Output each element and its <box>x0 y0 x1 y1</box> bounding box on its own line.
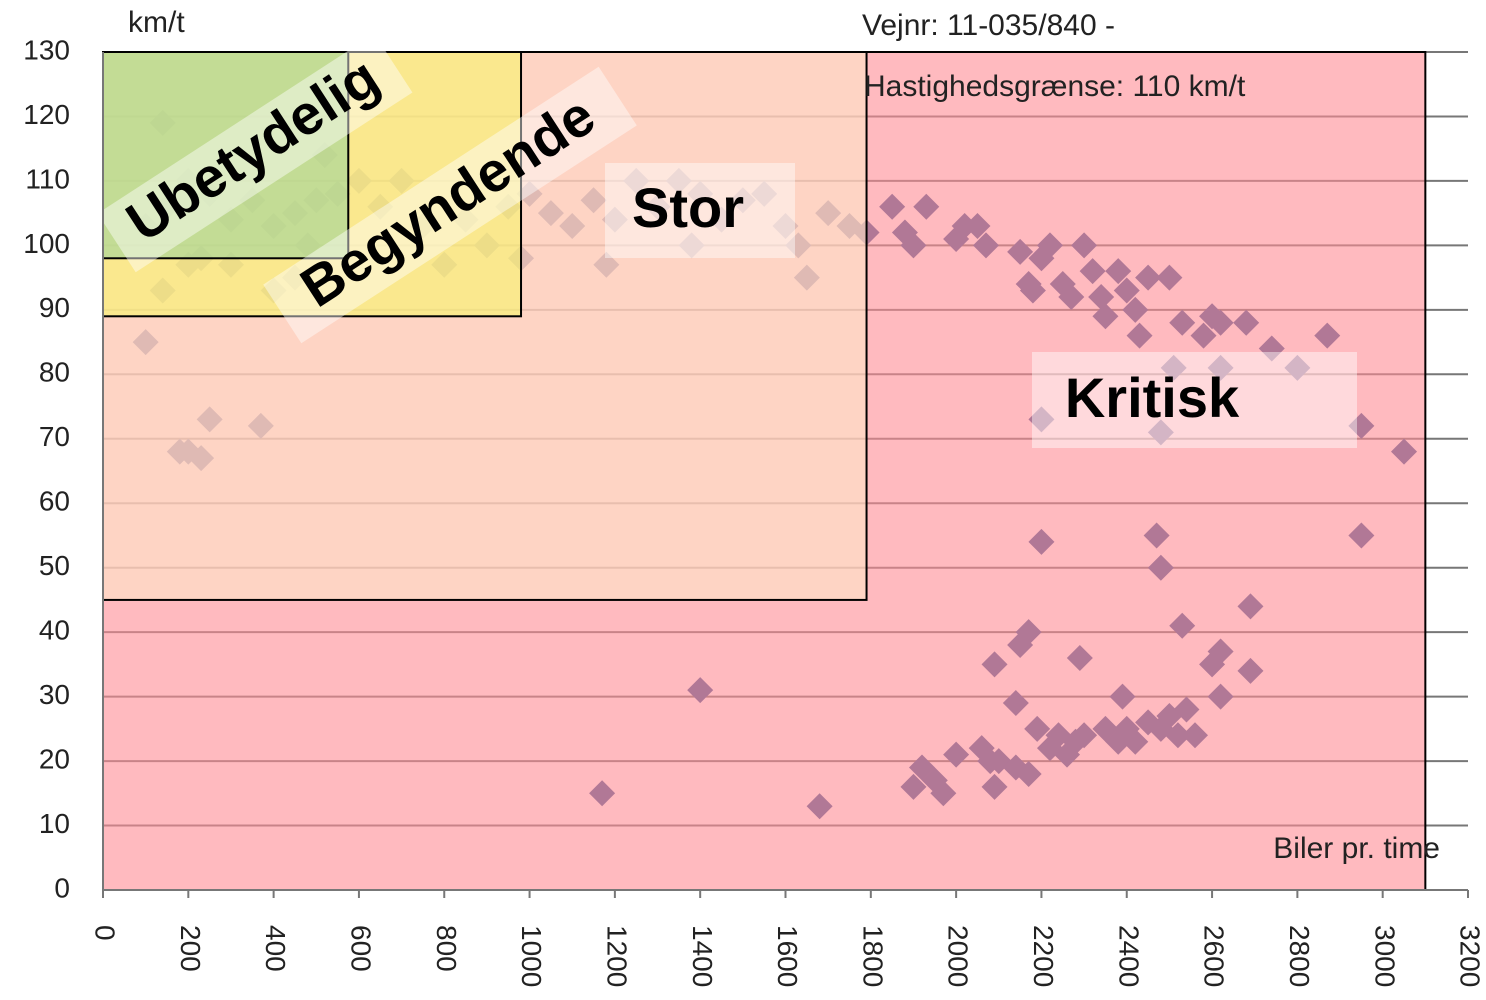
y-tick-label: 60 <box>39 486 70 517</box>
y-tick-label: 30 <box>39 679 70 710</box>
x-tick-label: 1600 <box>772 925 803 987</box>
x-tick-label: 600 <box>346 925 377 972</box>
zones <box>102 51 1427 891</box>
x-tick-label: 0 <box>90 925 121 941</box>
chart-title: Vejnr: 11-035/840 - <box>862 9 1115 42</box>
y-axis-label: km/t <box>128 6 185 39</box>
label-band <box>263 66 637 344</box>
label-band <box>605 163 795 258</box>
x-axis-label: Biler pr. time <box>1273 832 1440 865</box>
x-tick-label: 800 <box>431 925 462 972</box>
x-tick-label: 3200 <box>1455 925 1486 987</box>
x-tick-label: 2800 <box>1284 925 1315 987</box>
x-tick-label: 1000 <box>516 925 547 987</box>
x-tick-label: 2400 <box>1113 925 1144 987</box>
x-tick-label: 3000 <box>1369 925 1400 987</box>
annotation: Hastighedsgrænse: 110 km/t <box>864 70 1246 103</box>
label-band <box>1032 352 1357 448</box>
x-tick-label: 1400 <box>687 925 718 987</box>
y-tick-label: 40 <box>39 615 70 646</box>
axes: 0 10 20 30 40 50 60 70 80 90 100 110 120 130 0 200 400 60… <box>23 34 1485 987</box>
y-tick-label: 90 <box>39 292 70 323</box>
y-tick-label: 0 <box>54 872 70 903</box>
y-tick-label: 130 <box>23 34 70 65</box>
y-tick-label: 100 <box>23 228 70 259</box>
label-band <box>97 33 413 273</box>
y-tick-label: 120 <box>23 99 70 130</box>
x-tick-label: 2600 <box>1199 925 1230 987</box>
y-tick-label: 50 <box>39 550 70 581</box>
zone <box>102 51 350 260</box>
zone-label: Kritisk <box>1065 366 1240 429</box>
x-tick-label: 400 <box>260 925 291 972</box>
x-tick-label: 2000 <box>943 925 974 987</box>
zone-label: Stor <box>632 176 744 239</box>
y-tick-label: 20 <box>39 743 70 774</box>
x-tick-label: 1800 <box>857 925 888 987</box>
y-tick-label: 70 <box>39 421 70 452</box>
x-tick-label: 200 <box>175 925 206 972</box>
x-tick-label: 1200 <box>601 925 632 987</box>
y-tick-label: 110 <box>25 163 70 194</box>
y-tick-label: 80 <box>39 357 70 388</box>
x-tick-label: 2200 <box>1028 925 1059 987</box>
y-tick-label: 10 <box>39 808 70 839</box>
